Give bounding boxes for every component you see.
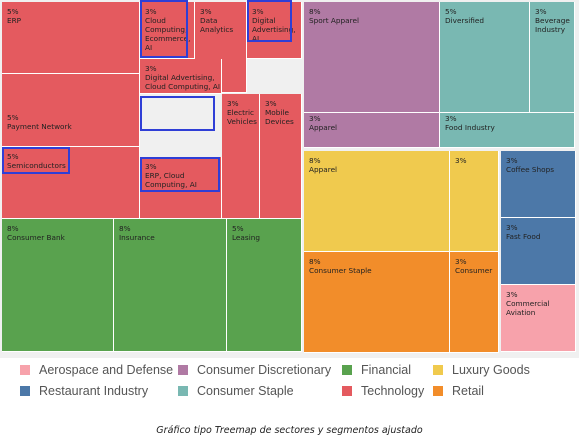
highlight-box: [140, 0, 188, 58]
tile-label: 3% Beverage Industry: [535, 7, 570, 34]
legend-label: Retail: [452, 384, 484, 398]
treemap-tile: 3% Coffee Shops: [501, 151, 576, 218]
tile-label: 3%: [455, 156, 467, 165]
legend-label: Luxury Goods: [452, 363, 530, 377]
treemap-tile: 3% Digital Advertising, Cloud Computing,…: [140, 59, 222, 94]
tile-label: 8% Sport Apparel: [309, 7, 359, 25]
legend-item: Luxury Goods: [433, 362, 530, 378]
tile-label: 3% Mobile Devices: [265, 99, 294, 126]
chart-caption: Gráfico tipo Treemap de sectores y segme…: [0, 425, 579, 436]
treemap-tile: 3%: [450, 151, 499, 252]
legend-swatch: [20, 386, 30, 396]
legend-swatch: [342, 365, 352, 375]
legend-item: Financial: [342, 362, 411, 378]
treemap-tile: 3% Commercial Aviation: [501, 285, 576, 352]
legend-swatch: [178, 386, 188, 396]
tile-label: 8% Consumer Staple: [309, 257, 372, 275]
legend-label: Consumer Staple: [197, 384, 294, 398]
tile-label: 8% Consumer Bank: [7, 224, 65, 242]
legend-label: Financial: [361, 363, 411, 377]
tile-label: 5% ERP: [7, 7, 21, 25]
treemap-tile: 5% Leasing: [227, 219, 302, 352]
legend-item: Technology: [342, 383, 424, 399]
legend-item: Restaurant Industry: [20, 383, 148, 399]
tile-label: 5% Payment Network: [7, 113, 72, 131]
treemap-tile: 8% Consumer Staple: [304, 252, 450, 353]
tile-label: 5% Diversified: [445, 7, 484, 25]
treemap-tile: 8% Insurance: [114, 219, 227, 352]
treemap-tile: 3% Food Industry: [440, 113, 575, 148]
legend-item: Consumer Discretionary: [178, 362, 331, 378]
treemap-tile: 8% Sport Apparel: [304, 2, 440, 113]
highlight-box: [2, 147, 70, 174]
legend-label: Technology: [361, 384, 424, 398]
tile-label: 8% Insurance: [119, 224, 155, 242]
treemap-tile: 3% Fast Food: [501, 218, 576, 285]
treemap-tile: 8% Apparel: [304, 151, 450, 252]
legend-swatch: [342, 386, 352, 396]
legend: Aerospace and Defense Consumer Discretion…: [20, 362, 560, 408]
treemap-tile: 3% Electric Vehicles: [222, 94, 260, 219]
treemap-chart: 5% ERP 3% Cloud Computing, Ecommerce, AI 3…: [0, 0, 579, 358]
treemap-tile: 5% Payment Network: [2, 74, 140, 147]
legend-label: Restaurant Industry: [39, 384, 148, 398]
highlight-box: [140, 96, 215, 131]
tile-label: 3% Food Industry: [445, 114, 495, 132]
treemap-tile: 3% Consumer: [450, 252, 499, 353]
legend-item: Aerospace and Defense: [20, 362, 173, 378]
legend-label: Consumer Discretionary: [197, 363, 331, 377]
legend-swatch: [20, 365, 30, 375]
tile-label: 3% Digital Advertising, Cloud Computing,…: [145, 64, 220, 91]
treemap-tile: 3% Mobile Devices: [260, 94, 302, 219]
tile-label: 3% Commercial Aviation: [506, 290, 550, 317]
tile-label: 3% Data Analytics: [200, 7, 233, 34]
legend-item: Consumer Staple: [178, 383, 294, 399]
treemap-tile: 3% Apparel: [304, 113, 440, 148]
legend-swatch: [178, 365, 188, 375]
tile-label: 3% Coffee Shops: [506, 156, 554, 174]
treemap-tile: 3% Beverage Industry: [530, 2, 575, 113]
highlight-box: [140, 157, 220, 192]
tile-label: 3% Apparel: [309, 114, 337, 132]
treemap-tile: 5% ERP: [2, 2, 140, 74]
treemap-tile: 5% Diversified: [440, 2, 530, 113]
legend-item: Retail: [433, 383, 484, 399]
tile-label: 3% Electric Vehicles: [227, 99, 257, 126]
tile-label: 3% Consumer: [455, 257, 492, 275]
highlight-box: [247, 0, 292, 42]
treemap-tile: 8% Consumer Bank: [2, 219, 114, 352]
tile-label: 8% Apparel: [309, 156, 337, 174]
legend-swatch: [433, 365, 443, 375]
tile-label: 5% Leasing: [232, 224, 260, 242]
legend-swatch: [433, 386, 443, 396]
legend-label: Aerospace and Defense: [39, 363, 173, 377]
tile-label: 3% Fast Food: [506, 223, 540, 241]
